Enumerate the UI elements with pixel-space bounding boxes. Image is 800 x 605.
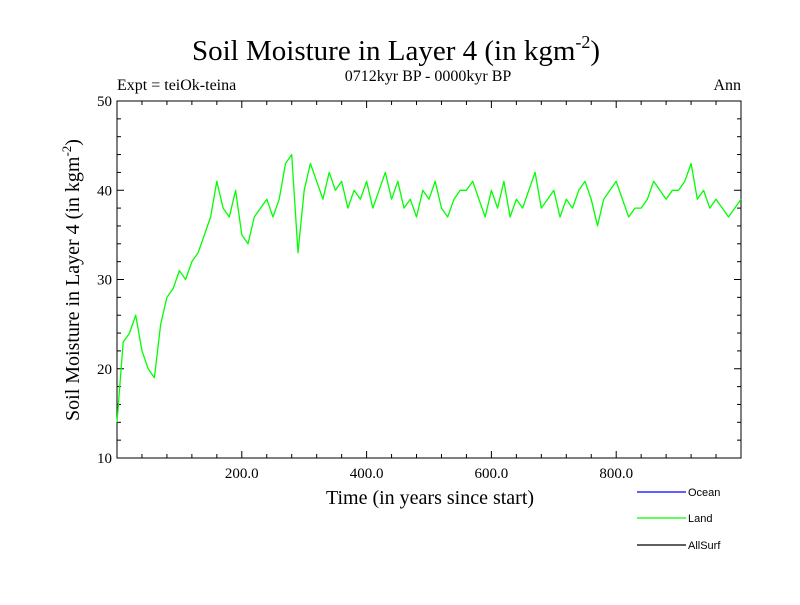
experiment-label: Expt = teiOk-teina (117, 77, 236, 94)
chart-title: Soil Moisture in Layer 4 (in kgm-2) (192, 32, 600, 67)
legend-label-land: Land (688, 513, 712, 525)
legend-label-allsurf: AllSurf (688, 540, 721, 552)
x-axis: 200.0 400.0 600.0 800.0 (141, 101, 717, 482)
legend-label-ocean: Ocean (688, 487, 720, 499)
series-layer (116, 153, 742, 423)
plot-frame (116, 100, 742, 459)
y-tick-label: 10 (97, 451, 112, 467)
chart-subtitle: 0712kyr BP - 0000kyr BP (345, 68, 512, 85)
x-tick-label: 600.0 (475, 466, 509, 482)
y-tick-label: 50 (97, 94, 112, 110)
y-tick-label: 30 (97, 273, 112, 289)
x-tick-label: 800.0 (599, 466, 633, 482)
y-axis-label: Soil Moisture in Layer 4 (in kgm-2) (59, 139, 84, 421)
season-label: Ann (713, 77, 741, 94)
x-tick-label: 200.0 (225, 466, 259, 482)
series-line-land (116, 153, 742, 423)
y-tick-label: 40 (97, 183, 112, 199)
y-axis: 10 20 30 40 50 (97, 94, 741, 467)
x-axis-label: Time (in years since start) (326, 487, 534, 509)
x-tick-label: 400.0 (350, 466, 384, 482)
y-tick-label: 20 (97, 362, 112, 378)
legend: Ocean Land AllSurf (637, 487, 721, 552)
